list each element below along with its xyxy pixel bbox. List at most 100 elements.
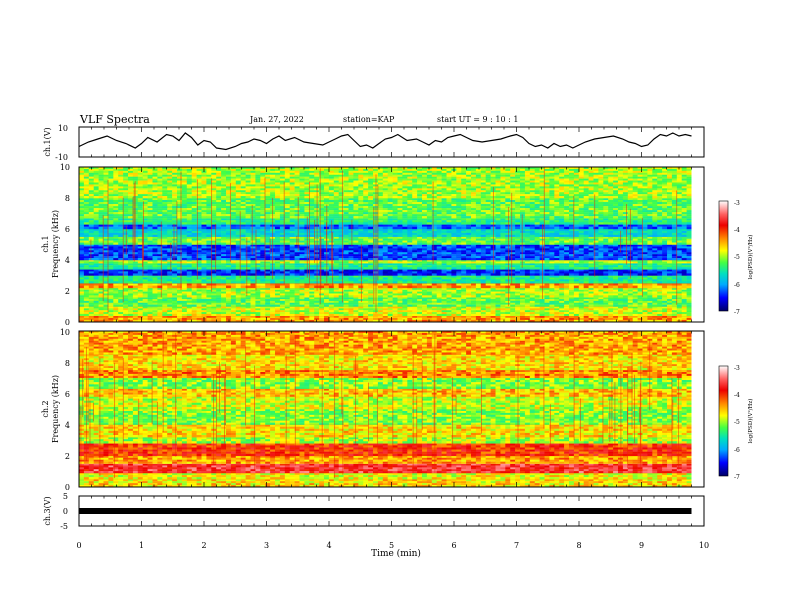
spectrogram-cell	[647, 281, 652, 283]
spectrogram-cell	[314, 295, 319, 297]
spectrogram-cell	[358, 307, 363, 309]
spectrogram-cell	[584, 316, 589, 318]
spectrogram-cell	[358, 254, 363, 256]
spectrogram-cell	[500, 290, 505, 292]
spectrogram-cell	[584, 271, 589, 273]
spectrogram-cell	[535, 277, 540, 279]
spectrogram-cell	[510, 277, 515, 279]
spectrogram-cell	[383, 250, 388, 252]
spectrogram-cell	[598, 288, 603, 290]
spectrogram-cell	[672, 308, 677, 310]
spectrogram-cell	[417, 269, 422, 271]
spectrogram-cell	[628, 318, 633, 320]
spectrogram-cell	[319, 316, 324, 318]
spectrogram-cell	[388, 312, 393, 314]
spectrogram-cell	[530, 263, 535, 265]
spectrogram-cell	[192, 263, 197, 265]
spectrogram-cell	[559, 310, 564, 312]
spectrogram-cell	[500, 277, 505, 279]
spectrogram-cell	[143, 314, 148, 316]
spectrogram-cell	[314, 316, 319, 318]
spectrogram-cell	[329, 277, 334, 279]
spectrogram-cell	[589, 263, 594, 265]
spectrogram-cell	[221, 277, 226, 279]
spectrogram-cell	[393, 281, 398, 283]
spectrogram-cell	[584, 286, 589, 289]
spectrogram-cell	[157, 262, 162, 264]
spectrogram-cell	[309, 293, 314, 295]
spectrogram-cell	[153, 290, 158, 292]
spectrogram-cell	[579, 312, 584, 314]
spectrogram-cell	[466, 276, 471, 278]
spectrogram-cell	[79, 286, 84, 289]
spectrogram-cell	[157, 267, 162, 269]
spectrogram-cell	[491, 295, 496, 297]
spectrogram-cell	[383, 290, 388, 292]
spectrogram-cell	[633, 310, 638, 312]
spectrogram-cell	[456, 254, 461, 256]
spectrogram-cell	[579, 273, 584, 275]
spectrogram-cell	[525, 263, 530, 265]
spectrogram-cell	[432, 269, 437, 271]
spectrogram-cell	[290, 271, 295, 273]
spectrogram-cell	[564, 303, 569, 305]
spectrogram-cell	[162, 277, 167, 279]
spectrogram-cell	[505, 250, 510, 252]
spectrogram-cell	[579, 297, 584, 299]
spectrogram-cell	[687, 281, 692, 283]
spectrogram-cell	[623, 301, 628, 303]
spectrogram-cell	[545, 293, 550, 295]
spectrogram-cell	[393, 252, 398, 254]
spectrogram-cell	[486, 281, 491, 283]
spectrogram-cell	[157, 297, 162, 299]
spectrogram-cell	[515, 303, 520, 305]
spectrogram-cell	[216, 312, 221, 314]
spectrogram-cell	[167, 307, 172, 309]
spectrogram-cell	[667, 276, 672, 278]
spectrogram-cell	[349, 305, 354, 307]
spectrogram-cell	[417, 246, 422, 248]
spectrogram-cell	[398, 290, 403, 292]
spectrogram-cell	[221, 312, 226, 314]
spectrogram-cell	[564, 262, 569, 264]
spectrogram-cell	[427, 293, 432, 295]
spectrogram-cell	[241, 281, 246, 283]
spectrogram-cell	[535, 248, 540, 250]
spectrogram-cell	[368, 281, 373, 283]
spectrogram-cell	[564, 305, 569, 307]
spectrogram-cell	[628, 310, 633, 312]
spectrogram-cell	[657, 292, 662, 294]
spectrogram-cell	[559, 256, 564, 258]
spectrogram-cell	[623, 279, 628, 281]
spectrogram-cell	[138, 307, 143, 309]
spectrogram-cell	[334, 277, 339, 279]
spectrogram-cell	[202, 299, 207, 301]
spectrogram-cell	[167, 273, 172, 275]
spectrogram-cell	[466, 250, 471, 252]
spectrogram-cell	[677, 303, 682, 305]
spectrogram-cell	[417, 263, 422, 265]
spectrogram-cell	[339, 267, 344, 269]
spectrogram-cell	[192, 254, 197, 256]
spectrogram-cell	[260, 283, 265, 286]
spectrogram-cell	[427, 273, 432, 275]
spectrogram-cell	[574, 288, 579, 290]
spectrogram-cell	[138, 271, 143, 273]
spectrogram-cell	[594, 307, 599, 309]
spectrogram-cell	[314, 312, 319, 314]
spectrogram-cell	[363, 312, 368, 314]
spectrogram-cell	[162, 316, 167, 318]
spectrogram-cell	[157, 316, 162, 318]
spectrogram-cell	[89, 292, 94, 294]
spectrogram-cell	[422, 245, 427, 247]
spectrogram-cell	[471, 245, 476, 247]
spectrogram-cell	[192, 295, 197, 297]
spectrogram-cell	[358, 305, 363, 307]
spectrogram-cell	[451, 308, 456, 310]
spectrogram-cell	[598, 273, 603, 275]
spectrogram-cell	[461, 252, 466, 254]
spectrogram-cell	[251, 267, 256, 269]
spectrogram-cell	[300, 273, 305, 275]
spectrogram-cell	[344, 290, 349, 292]
spectrogram-cell	[643, 250, 648, 252]
